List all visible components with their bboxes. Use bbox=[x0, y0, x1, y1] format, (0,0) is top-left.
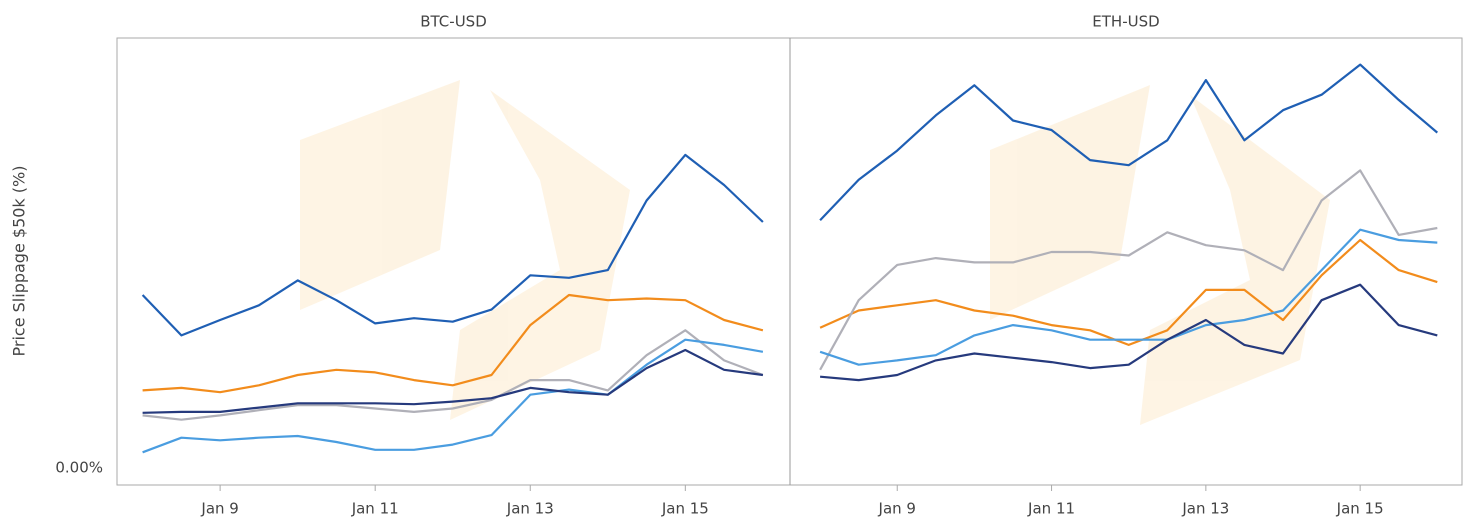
watermark bbox=[300, 80, 1330, 425]
x-tick-label: Jan 11 bbox=[1027, 500, 1075, 518]
series-line bbox=[819, 228, 1438, 366]
series-line bbox=[142, 348, 764, 414]
panel-title: BTC-USD bbox=[420, 13, 487, 31]
series-line bbox=[819, 63, 1439, 221]
panel-title: ETH-USD bbox=[1092, 13, 1159, 31]
series-line bbox=[141, 153, 764, 337]
series-line bbox=[142, 338, 764, 454]
series-line bbox=[142, 293, 764, 394]
y-axis-label: Price Slippage $50k (%) bbox=[10, 166, 29, 357]
series-line bbox=[819, 238, 1438, 346]
x-tick-label: Jan 15 bbox=[1336, 500, 1384, 518]
x-tick-label: Jan 9 bbox=[200, 500, 238, 518]
x-tick-label: Jan 13 bbox=[506, 500, 554, 518]
x-tick-label: Jan 13 bbox=[1181, 500, 1229, 518]
series-line bbox=[142, 329, 764, 421]
x-tick-label: Jan 15 bbox=[661, 500, 709, 518]
x-tick-label: Jan 9 bbox=[878, 500, 916, 518]
y-tick-label: 0.00% bbox=[55, 458, 103, 476]
series-line bbox=[820, 283, 1438, 382]
series-line bbox=[819, 169, 1438, 371]
x-tick-label: Jan 11 bbox=[351, 500, 399, 518]
